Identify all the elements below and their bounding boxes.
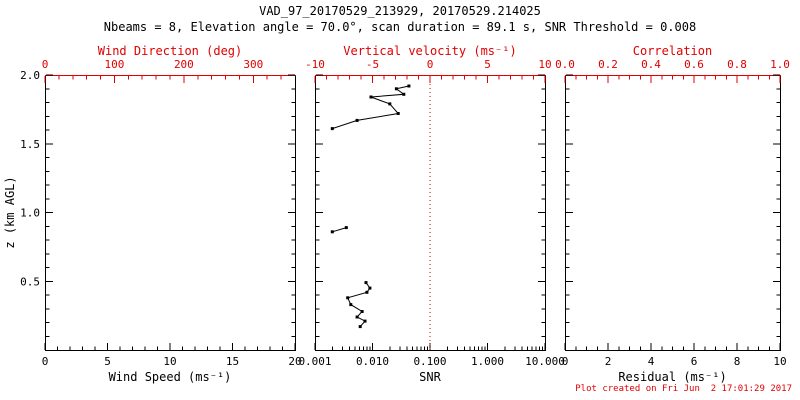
data-point-marker	[396, 112, 400, 115]
y-tick-label: 1.0	[20, 207, 40, 220]
data-point-marker	[407, 84, 411, 88]
x-tick-label: 10	[163, 355, 176, 368]
x-tick-label: 15	[226, 355, 239, 368]
x-tick-label: 20	[288, 355, 301, 368]
data-point-marker	[360, 310, 364, 313]
top-tick-label: 0.4	[641, 58, 661, 71]
x-tick-label: 6	[691, 355, 698, 368]
x-tick-label: 1.000	[471, 355, 504, 368]
x-tick-label: 0.010	[356, 355, 389, 368]
top-axis-label: Vertical velocity (ms⁻¹)	[343, 44, 516, 58]
data-point-marker	[363, 319, 367, 323]
snr-profile-upper-line	[332, 85, 410, 130]
data-point-marker	[368, 286, 372, 290]
top-tick-label: 0.2	[598, 58, 618, 71]
creation-timestamp: Plot created on Fri Jun 2 17:01:29 2017	[575, 384, 792, 394]
x-tick-label: 10	[773, 355, 786, 368]
x-axis-label: SNR	[419, 370, 441, 384]
data-point-marker	[355, 315, 359, 319]
top-tick-label: 300	[243, 58, 263, 71]
panel-border	[565, 75, 781, 351]
top-tick-label: 200	[174, 58, 194, 71]
data-point-marker	[344, 226, 348, 230]
data-point-marker	[388, 102, 392, 106]
plot-title: VAD_97_20170529_213929, 20170529.214025	[259, 4, 541, 18]
x-axis-label: Wind Speed (ms⁻¹)	[109, 370, 232, 384]
x-tick-label: 0	[562, 355, 569, 368]
y-axis-label: z (km AGL)	[3, 176, 17, 248]
x-tick-label: 5	[104, 355, 111, 368]
x-tick-label: 8	[734, 355, 741, 368]
top-tick-label: 1.0	[770, 58, 790, 71]
panel-snr: 0.001 0.010 0.100 1.000 10.000 -10 -5 0 5 10 SNR Ve…	[298, 44, 564, 384]
data-point-marker	[358, 325, 362, 329]
x-tick-label: 4	[648, 355, 655, 368]
data-point-marker	[365, 290, 369, 294]
top-tick-label: 0.6	[684, 58, 704, 71]
data-point-marker	[364, 281, 368, 285]
x-tick-label: 0.001	[298, 355, 331, 368]
y-tick-label: 2.0	[20, 69, 40, 82]
panel-residual: 0 2 4 6 8 10 0.0 0.2 0.4 0.6 0.8 1.0 Residual (ms⁻¹)…	[555, 44, 790, 384]
data-point-marker	[355, 118, 359, 122]
top-tick-label: 10	[538, 58, 551, 71]
data-point-marker	[330, 230, 334, 234]
top-axis-label: Correlation	[633, 44, 712, 58]
x-axis-label: Residual (ms⁻¹)	[618, 370, 726, 384]
snr-profile-middle-line	[332, 227, 347, 233]
panel-border	[45, 75, 296, 351]
data-point-marker	[349, 303, 353, 307]
data-point-marker	[330, 127, 334, 131]
y-tick-label: 0.5	[20, 275, 40, 288]
x-tick-label: 10.000	[525, 355, 565, 368]
data-point-marker	[402, 92, 406, 96]
top-tick-label: 0	[42, 58, 49, 71]
data-point-marker	[346, 296, 350, 300]
top-tick-label: 100	[105, 58, 125, 71]
top-tick-label: 0.8	[727, 58, 747, 71]
x-tick-label: 2	[605, 355, 612, 368]
data-point-marker	[369, 95, 373, 99]
y-tick-label: 1.5	[20, 138, 40, 151]
plot-subtitle: Nbeams = 8, Elevation angle = 70.0°, sca…	[103, 20, 697, 34]
top-axis-label: Wind Direction (deg)	[98, 44, 243, 58]
data-point-marker	[394, 87, 398, 91]
x-tick-label: 0.100	[413, 355, 446, 368]
x-tick-label: 0	[42, 355, 49, 368]
top-tick-label: -5	[366, 58, 379, 71]
top-tick-label: 5	[484, 58, 491, 71]
top-tick-label: 0	[427, 58, 434, 71]
top-tick-label: -10	[305, 58, 325, 71]
top-tick-label: 0.0	[555, 58, 575, 71]
